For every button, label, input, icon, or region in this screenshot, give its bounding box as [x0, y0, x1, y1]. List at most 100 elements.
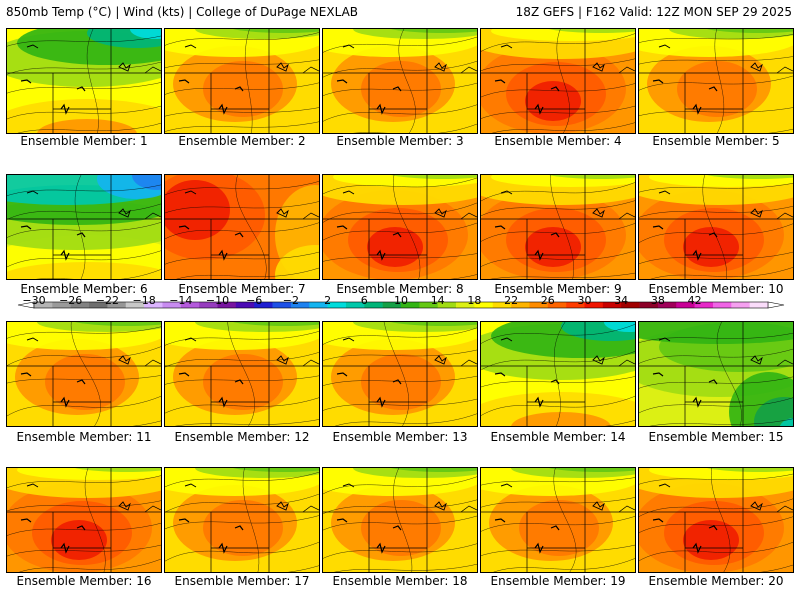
colorbar-tick-label: −26 [59, 296, 82, 307]
colorbar-swatch [401, 302, 420, 308]
colorbar-swatch [107, 302, 127, 308]
colorbar-swatch [474, 302, 494, 308]
colorbar-tick-label: −10 [206, 296, 229, 307]
colorbar-swatch [511, 302, 530, 308]
colorbar-right-arrow [767, 301, 785, 309]
ensemble-member-label: Ensemble Member: 5 [652, 134, 780, 148]
colorbar-swatch [529, 302, 549, 308]
colorbar-swatch [621, 302, 640, 308]
colorbar-swatch [217, 302, 237, 308]
colorbar-tick-label: 2 [324, 296, 331, 307]
ensemble-member-label: Ensemble Member: 12 [174, 430, 310, 444]
ensemble-member-label: Ensemble Member: 20 [648, 574, 784, 588]
chart-title: 850mb Temp (°C) | Wind (kts) | College o… [6, 5, 359, 19]
ensemble-member-map [6, 321, 162, 427]
ensemble-member-map [480, 28, 636, 134]
colorbar-swatch [602, 302, 622, 308]
colorbar-tick-label: 26 [541, 296, 555, 307]
colorbar-swatch [437, 302, 457, 308]
colorbar-swatch [272, 302, 292, 308]
ensemble-member-map [6, 467, 162, 573]
colorbar-tick-label: 42 [688, 296, 702, 307]
ensemble-member-label: Ensemble Member: 14 [490, 430, 626, 444]
ensemble-member-label: Ensemble Member: 13 [332, 430, 468, 444]
colorbar-tick-label: 6 [361, 296, 368, 307]
colorbar-swatch [199, 302, 218, 308]
ensemble-member-map [322, 467, 478, 573]
colorbar-swatch [456, 302, 475, 308]
ensemble-member-label: Ensemble Member: 8 [336, 282, 464, 296]
colorbar-swatch [547, 302, 567, 308]
colorbar-swatch [345, 302, 365, 308]
ensemble-member-map [164, 28, 320, 134]
ensemble-member-map [6, 174, 162, 280]
colorbar-tick-label: −22 [96, 296, 119, 307]
colorbar-tick-label: −14 [169, 296, 192, 307]
colorbar-swatch [657, 302, 677, 308]
colorbar-swatch [52, 302, 71, 308]
ensemble-member-map [480, 174, 636, 280]
colorbar-tick-label: −2 [283, 296, 299, 307]
colorbar-swatch [676, 302, 695, 308]
colorbar-swatch [492, 302, 512, 308]
ensemble-member-label: Ensemble Member: 3 [336, 134, 464, 148]
colorbar-swatch [125, 302, 145, 308]
run-valid-time: 18Z GEFS | F162 Valid: 12Z MON SEP 29 20… [515, 5, 792, 19]
colorbar-swatch [144, 302, 163, 308]
ensemble-member-label: Ensemble Member: 9 [494, 282, 622, 296]
colorbar-swatch [162, 302, 182, 308]
colorbar-swatch [254, 302, 273, 308]
temperature-colorbar: −30 −26 −22 −18 −14 −10 −6 −2 2 6 10 14 18 22 26 30 34 38… [17, 296, 785, 309]
colorbar-tick-label: 14 [431, 296, 445, 307]
ensemble-member-label: Ensemble Member: 18 [332, 574, 468, 588]
colorbar-swatch [327, 302, 347, 308]
ensemble-member-label: Ensemble Member: 10 [648, 282, 784, 296]
colorbar-swatch [419, 302, 438, 308]
ensemble-member-map [322, 174, 478, 280]
colorbar-tick-label: 30 [578, 296, 592, 307]
colorbar-swatch [712, 302, 732, 308]
colorbar-swatch [89, 302, 108, 308]
ensemble-member-label: Ensemble Member: 19 [490, 574, 626, 588]
colorbar-tick-label: −30 [22, 296, 45, 307]
ensemble-member-map [638, 467, 794, 573]
ensemble-member-map [164, 174, 320, 280]
colorbar-swatch [694, 302, 714, 308]
colorbar-swatch [566, 302, 585, 308]
colorbar-tick-label: 38 [651, 296, 665, 307]
colorbar-swatch [309, 302, 328, 308]
colorbar-swatch [34, 302, 53, 308]
colorbar-swatch [749, 302, 769, 308]
ensemble-member-map [6, 28, 162, 134]
ensemble-member-label: Ensemble Member: 1 [20, 134, 148, 148]
colorbar-swatch [382, 302, 402, 308]
ensemble-member-map [164, 467, 320, 573]
ensemble-member-map [638, 28, 794, 134]
ensemble-member-label: Ensemble Member: 6 [20, 282, 148, 296]
ensemble-member-label: Ensemble Member: 16 [16, 574, 152, 588]
ensemble-member-map [638, 174, 794, 280]
ensemble-member-map [480, 467, 636, 573]
ensemble-member-map [480, 321, 636, 427]
colorbar-swatch [290, 302, 310, 308]
ensemble-member-label: Ensemble Member: 7 [178, 282, 306, 296]
colorbar-swatch [639, 302, 659, 308]
ensemble-member-label: Ensemble Member: 11 [16, 430, 152, 444]
colorbar-tick-label: 10 [394, 296, 408, 307]
colorbar-swatch [180, 302, 200, 308]
ensemble-member-map [322, 321, 478, 427]
colorbar-tick-label: −6 [246, 296, 262, 307]
ensemble-member-map [322, 28, 478, 134]
colorbar-swatch [70, 302, 90, 308]
ensemble-member-label: Ensemble Member: 15 [648, 430, 784, 444]
colorbar-swatch [235, 302, 255, 308]
ensemble-member-label: Ensemble Member: 2 [178, 134, 306, 148]
colorbar-tick-label: 22 [504, 296, 518, 307]
colorbar-tick-label: −18 [132, 296, 155, 307]
colorbar-swatch [731, 302, 750, 308]
colorbar-swatch [584, 302, 604, 308]
ensemble-member-label: Ensemble Member: 4 [494, 134, 622, 148]
ensemble-member-map [164, 321, 320, 427]
colorbar-swatch [364, 302, 383, 308]
colorbar-tick-label: 18 [467, 296, 481, 307]
